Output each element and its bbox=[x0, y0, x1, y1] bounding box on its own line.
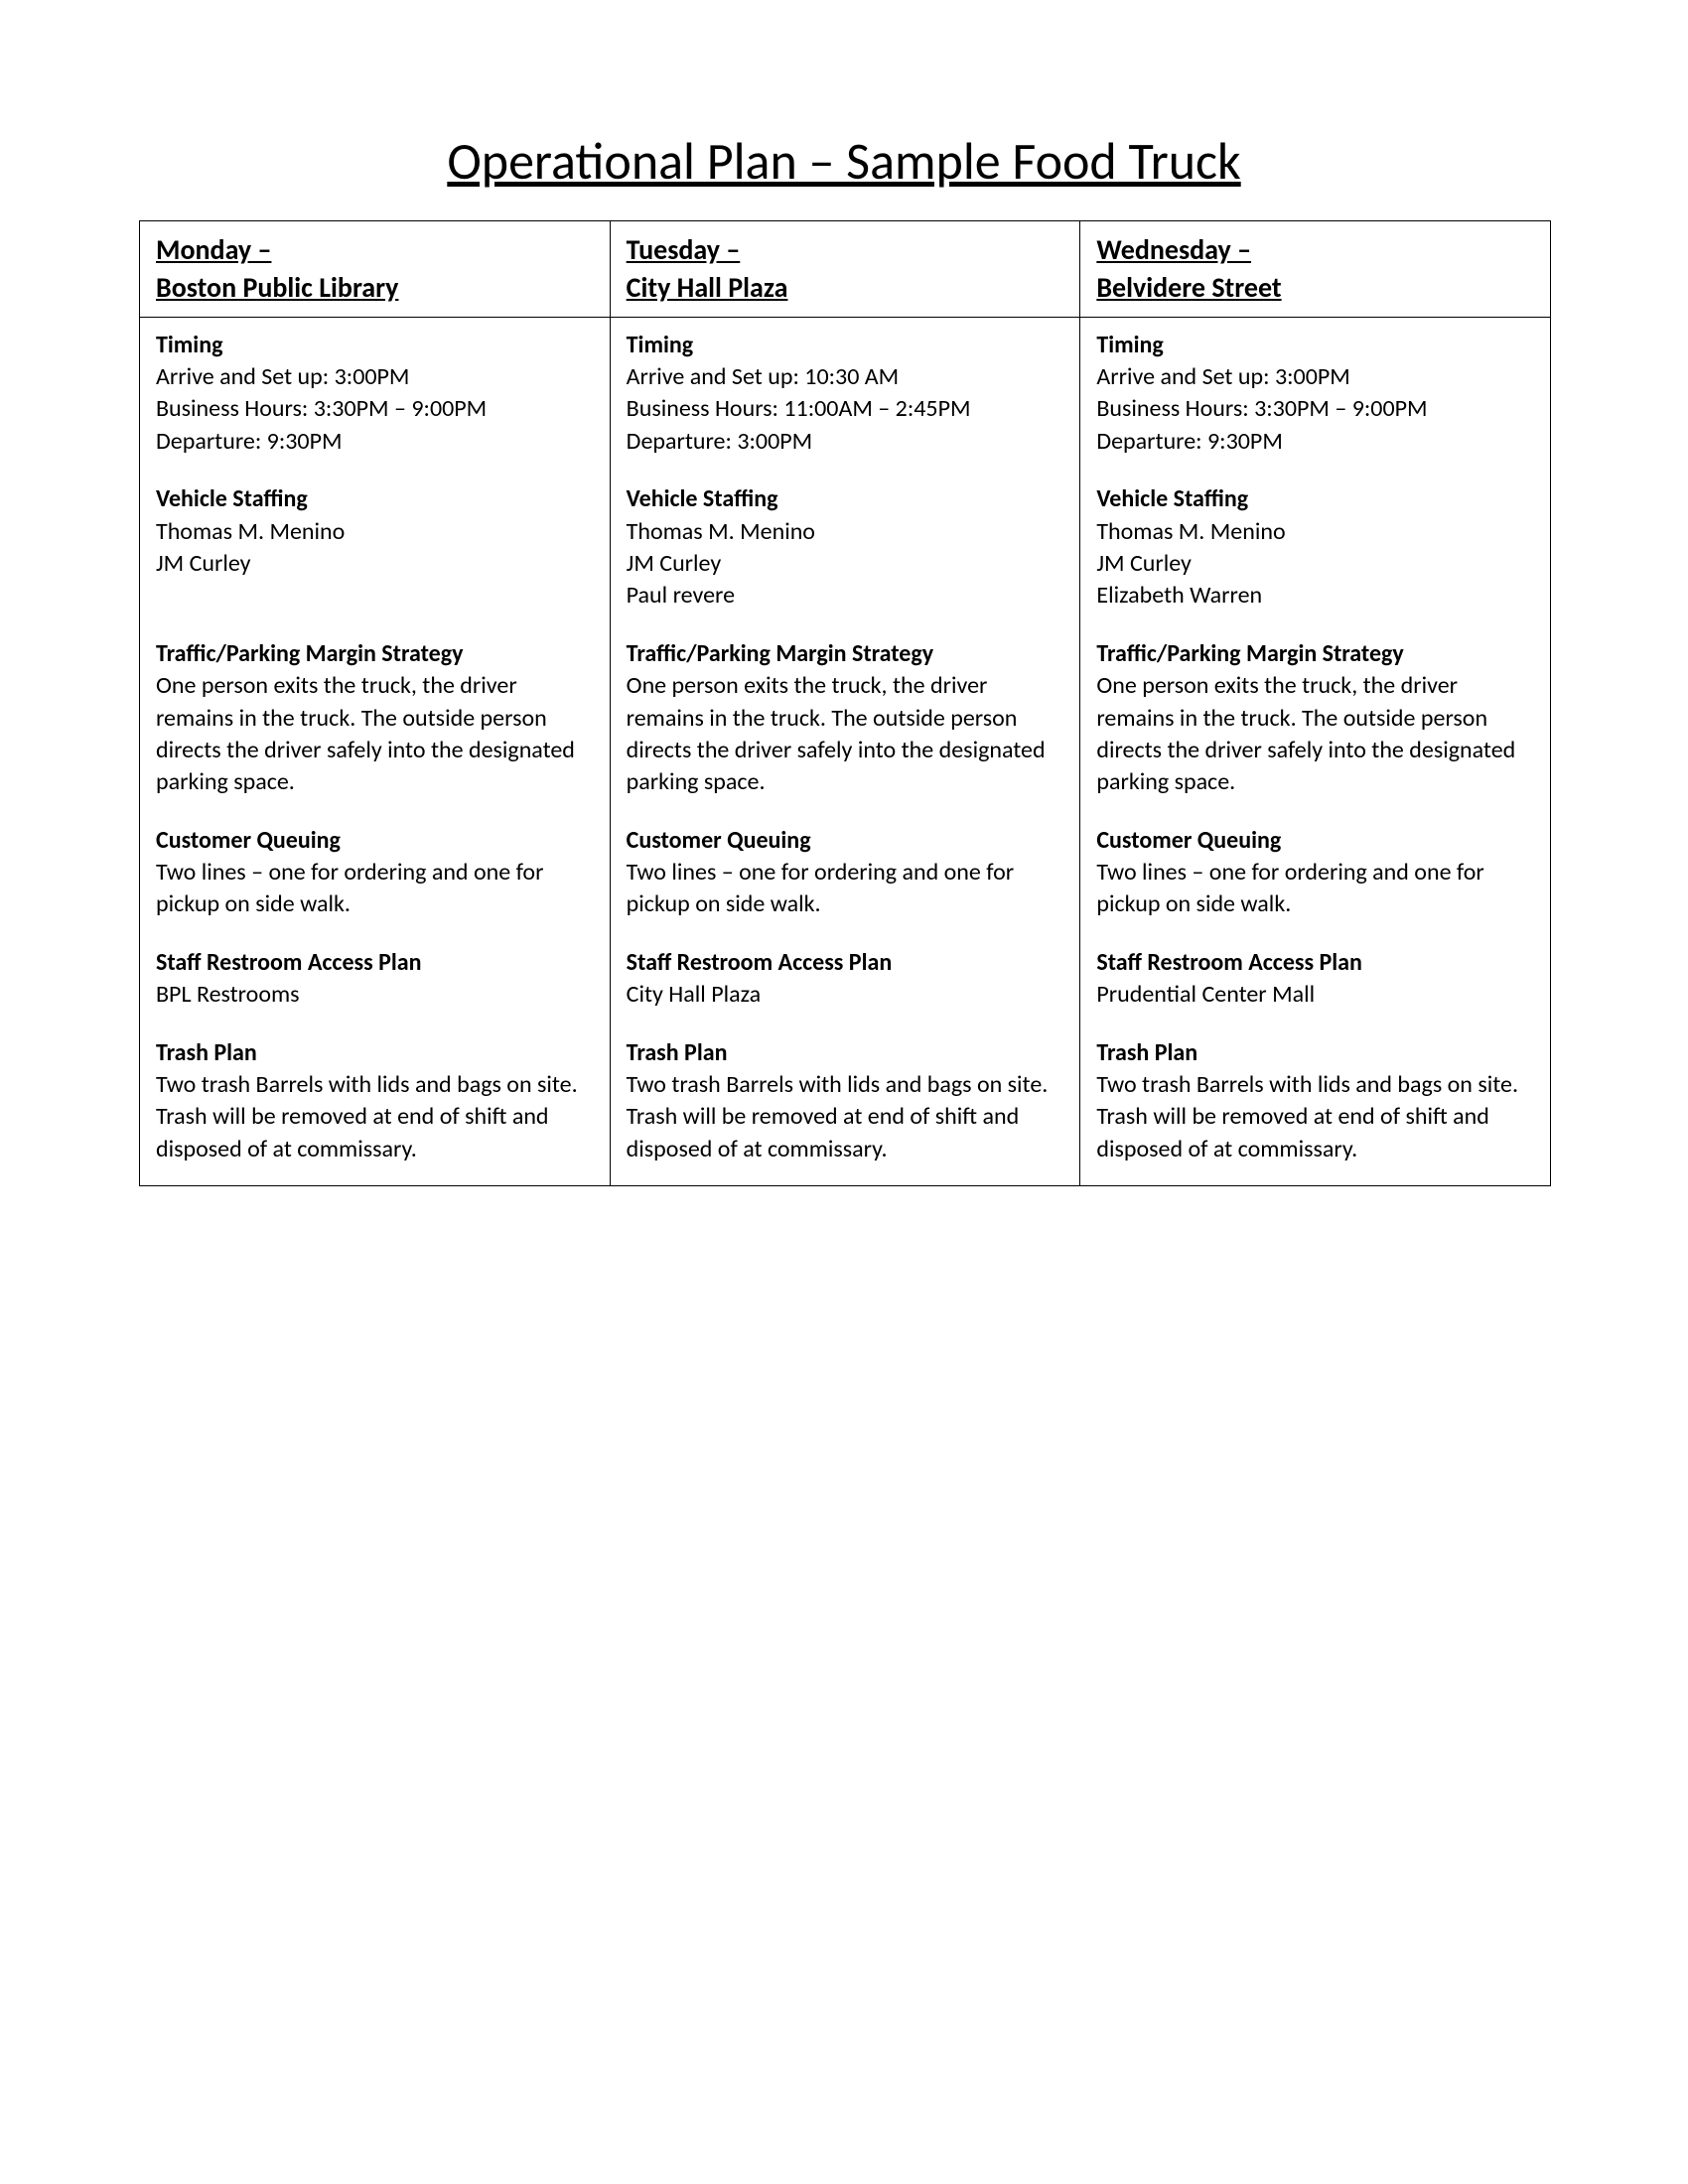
column-body: Timing Arrive and Set up: 10:30 AM Busin… bbox=[611, 318, 1080, 1186]
column-body: Timing Arrive and Set up: 3:00PM Busines… bbox=[1080, 318, 1550, 1186]
staffing-section: Vehicle Staffing Thomas M. Menino JM Cur… bbox=[1096, 483, 1534, 613]
section-title: Traffic/Parking Margin Strategy bbox=[1096, 638, 1534, 670]
staffing-section: Vehicle Staffing Thomas M. Menino JM Cur… bbox=[156, 483, 594, 613]
timing-hours: Business Hours: 3:30PM – 9:00PM bbox=[1096, 393, 1534, 425]
timing-hours: Business Hours: 11:00AM – 2:45PM bbox=[627, 393, 1064, 425]
document-page: Operational Plan – Sample Food Truck Mon… bbox=[0, 0, 1688, 2184]
restroom-body: BPL Restrooms bbox=[156, 979, 594, 1011]
trash-section: Trash Plan Two trash Barrels with lids a… bbox=[156, 1037, 594, 1166]
traffic-section: Traffic/Parking Margin Strategy One pers… bbox=[156, 638, 594, 799]
timing-depart: Departure: 9:30PM bbox=[156, 426, 594, 458]
section-title: Customer Queuing bbox=[156, 825, 594, 857]
timing-depart: Departure: 3:00PM bbox=[627, 426, 1064, 458]
column-monday: Monday – Boston Public Library Timing Ar… bbox=[140, 221, 611, 1185]
section-title: Vehicle Staffing bbox=[156, 483, 594, 515]
queue-body: Two lines – one for ordering and one for… bbox=[156, 857, 594, 921]
section-title: Customer Queuing bbox=[1096, 825, 1534, 857]
column-wednesday: Wednesday – Belvidere Street Timing Arri… bbox=[1080, 221, 1550, 1185]
trash-section: Trash Plan Two trash Barrels with lids a… bbox=[1096, 1037, 1534, 1166]
trash-section: Trash Plan Two trash Barrels with lids a… bbox=[627, 1037, 1064, 1166]
section-title: Trash Plan bbox=[627, 1037, 1064, 1069]
column-header: Wednesday – Belvidere Street bbox=[1080, 221, 1550, 318]
header-location: Belvidere Street bbox=[1096, 269, 1534, 307]
header-day: Tuesday – bbox=[627, 231, 1064, 269]
restroom-body: City Hall Plaza bbox=[627, 979, 1064, 1011]
schedule-table: Monday – Boston Public Library Timing Ar… bbox=[139, 220, 1551, 1186]
section-title: Customer Queuing bbox=[627, 825, 1064, 857]
section-title: Vehicle Staffing bbox=[627, 483, 1064, 515]
staff-member: JM Curley bbox=[1096, 548, 1534, 580]
queuing-section: Customer Queuing Two lines – one for ord… bbox=[156, 825, 594, 921]
traffic-body: One person exits the truck, the driver r… bbox=[156, 670, 594, 799]
section-title: Staff Restroom Access Plan bbox=[1096, 947, 1534, 979]
timing-section: Timing Arrive and Set up: 3:00PM Busines… bbox=[156, 330, 594, 459]
column-tuesday: Tuesday – City Hall Plaza Timing Arrive … bbox=[611, 221, 1081, 1185]
header-location: Boston Public Library bbox=[156, 269, 594, 307]
staff-member: JM Curley bbox=[156, 548, 594, 580]
header-day: Wednesday – bbox=[1096, 231, 1534, 269]
section-title: Staff Restroom Access Plan bbox=[156, 947, 594, 979]
traffic-body: One person exits the truck, the driver r… bbox=[627, 670, 1064, 799]
section-title: Timing bbox=[627, 330, 1064, 361]
section-title: Trash Plan bbox=[156, 1037, 594, 1069]
column-header: Tuesday – City Hall Plaza bbox=[611, 221, 1080, 318]
traffic-section: Traffic/Parking Margin Strategy One pers… bbox=[1096, 638, 1534, 799]
section-title: Timing bbox=[1096, 330, 1534, 361]
trash-body: Two trash Barrels with lids and bags on … bbox=[156, 1069, 594, 1165]
trash-body: Two trash Barrels with lids and bags on … bbox=[1096, 1069, 1534, 1165]
section-title: Trash Plan bbox=[1096, 1037, 1534, 1069]
timing-arrive: Arrive and Set up: 10:30 AM bbox=[627, 361, 1064, 393]
header-location: City Hall Plaza bbox=[627, 269, 1064, 307]
staff-member: Elizabeth Warren bbox=[1096, 580, 1534, 612]
timing-depart: Departure: 9:30PM bbox=[1096, 426, 1534, 458]
section-title: Timing bbox=[156, 330, 594, 361]
page-title: Operational Plan – Sample Food Truck bbox=[139, 129, 1549, 193]
staff-spacer bbox=[156, 580, 594, 612]
traffic-section: Traffic/Parking Margin Strategy One pers… bbox=[627, 638, 1064, 799]
section-title: Traffic/Parking Margin Strategy bbox=[156, 638, 594, 670]
restroom-section: Staff Restroom Access Plan City Hall Pla… bbox=[627, 947, 1064, 1012]
queue-body: Two lines – one for ordering and one for… bbox=[627, 857, 1064, 921]
header-day: Monday – bbox=[156, 231, 594, 269]
traffic-body: One person exits the truck, the driver r… bbox=[1096, 670, 1534, 799]
column-body: Timing Arrive and Set up: 3:00PM Busines… bbox=[140, 318, 610, 1186]
timing-hours: Business Hours: 3:30PM – 9:00PM bbox=[156, 393, 594, 425]
timing-section: Timing Arrive and Set up: 3:00PM Busines… bbox=[1096, 330, 1534, 459]
restroom-section: Staff Restroom Access Plan Prudential Ce… bbox=[1096, 947, 1534, 1012]
timing-arrive: Arrive and Set up: 3:00PM bbox=[156, 361, 594, 393]
staff-member: Paul revere bbox=[627, 580, 1064, 612]
timing-section: Timing Arrive and Set up: 10:30 AM Busin… bbox=[627, 330, 1064, 459]
staffing-section: Vehicle Staffing Thomas M. Menino JM Cur… bbox=[627, 483, 1064, 613]
staff-member: Thomas M. Menino bbox=[627, 516, 1064, 548]
restroom-body: Prudential Center Mall bbox=[1096, 979, 1534, 1011]
staff-member: JM Curley bbox=[627, 548, 1064, 580]
queue-body: Two lines – one for ordering and one for… bbox=[1096, 857, 1534, 921]
staff-member: Thomas M. Menino bbox=[1096, 516, 1534, 548]
section-title: Traffic/Parking Margin Strategy bbox=[627, 638, 1064, 670]
staff-member: Thomas M. Menino bbox=[156, 516, 594, 548]
restroom-section: Staff Restroom Access Plan BPL Restrooms bbox=[156, 947, 594, 1012]
trash-body: Two trash Barrels with lids and bags on … bbox=[627, 1069, 1064, 1165]
column-header: Monday – Boston Public Library bbox=[140, 221, 610, 318]
section-title: Vehicle Staffing bbox=[1096, 483, 1534, 515]
queuing-section: Customer Queuing Two lines – one for ord… bbox=[1096, 825, 1534, 921]
section-title: Staff Restroom Access Plan bbox=[627, 947, 1064, 979]
queuing-section: Customer Queuing Two lines – one for ord… bbox=[627, 825, 1064, 921]
timing-arrive: Arrive and Set up: 3:00PM bbox=[1096, 361, 1534, 393]
